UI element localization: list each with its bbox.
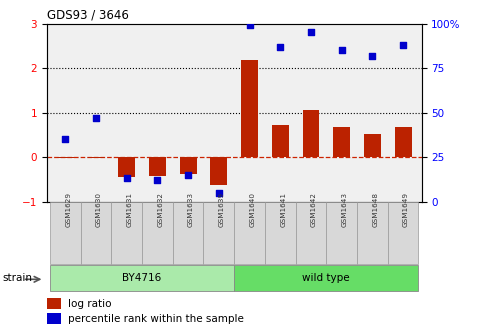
- Point: [307, 30, 315, 35]
- Text: GSM1648: GSM1648: [372, 192, 378, 226]
- Bar: [234, 202, 265, 264]
- Point: [92, 115, 100, 121]
- Text: GSM1632: GSM1632: [157, 192, 163, 226]
- Bar: [81, 202, 111, 264]
- Bar: [211, 157, 227, 185]
- Point: [276, 44, 284, 49]
- Point: [368, 53, 376, 58]
- Bar: [364, 134, 381, 157]
- Text: GSM1629: GSM1629: [65, 192, 71, 226]
- Point: [184, 172, 192, 177]
- Bar: [204, 202, 234, 264]
- Text: GSM1643: GSM1643: [342, 192, 348, 226]
- Bar: [149, 157, 166, 176]
- Text: percentile rank within the sample: percentile rank within the sample: [68, 314, 244, 324]
- Bar: [118, 157, 135, 177]
- Point: [215, 190, 223, 196]
- Point: [123, 176, 131, 181]
- Bar: [57, 157, 74, 158]
- Bar: [111, 202, 142, 264]
- Point: [153, 177, 161, 183]
- Bar: [265, 202, 296, 264]
- Bar: [241, 60, 258, 157]
- Bar: [47, 298, 61, 309]
- Bar: [326, 202, 357, 264]
- Text: wild type: wild type: [303, 273, 350, 283]
- Text: GSM1630: GSM1630: [96, 192, 102, 226]
- Text: BY4716: BY4716: [122, 273, 162, 283]
- Bar: [333, 127, 350, 157]
- Point: [246, 23, 253, 28]
- Text: GSM1639: GSM1639: [219, 192, 225, 226]
- Bar: [357, 202, 387, 264]
- Bar: [179, 157, 197, 174]
- Point: [399, 42, 407, 48]
- Bar: [50, 265, 234, 291]
- Bar: [234, 265, 419, 291]
- Bar: [142, 202, 173, 264]
- Text: GSM1631: GSM1631: [127, 192, 133, 226]
- Text: log ratio: log ratio: [68, 299, 111, 308]
- Text: GSM1649: GSM1649: [403, 192, 409, 226]
- Text: GSM1641: GSM1641: [280, 192, 286, 226]
- Text: GDS93 / 3646: GDS93 / 3646: [47, 9, 129, 22]
- Bar: [303, 110, 319, 157]
- Text: GSM1642: GSM1642: [311, 192, 317, 226]
- Bar: [296, 202, 326, 264]
- Text: strain: strain: [2, 273, 33, 283]
- Text: GSM1640: GSM1640: [249, 192, 255, 226]
- Bar: [394, 127, 412, 157]
- Bar: [88, 157, 105, 158]
- Text: GSM1633: GSM1633: [188, 192, 194, 226]
- Point: [61, 136, 69, 142]
- Bar: [50, 202, 81, 264]
- Point: [338, 47, 346, 53]
- Bar: [47, 313, 61, 325]
- Bar: [387, 202, 419, 264]
- Bar: [272, 125, 289, 157]
- Bar: [173, 202, 204, 264]
